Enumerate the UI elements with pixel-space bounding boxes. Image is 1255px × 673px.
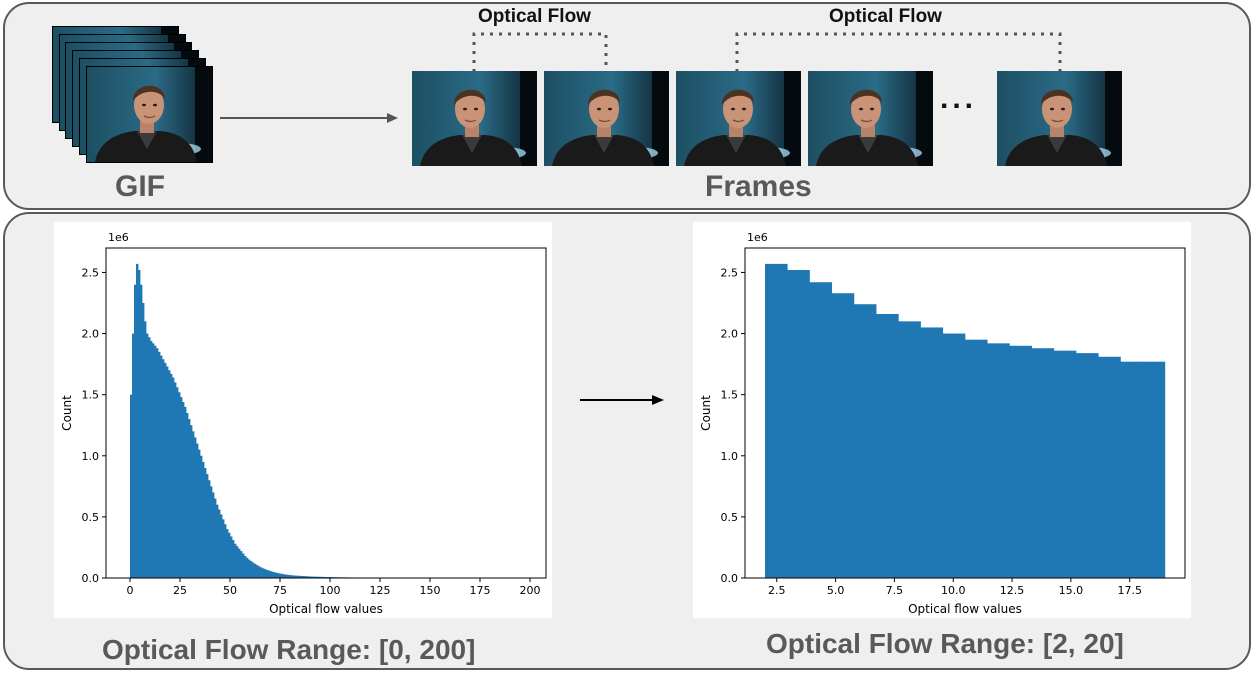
histogram-left-container: 0 25 50 75 100 125 150 175 200 0.0 0.5 1.0 1.5 2.0 2.5… <box>54 222 552 618</box>
y-tick-label: 2.0 <box>721 328 739 341</box>
y-tick-label: 1.5 <box>82 389 100 402</box>
y-tick-label: 0.5 <box>721 511 739 524</box>
video-frame <box>808 71 933 166</box>
right-range-label: Optical Flow Range: [2, 20] <box>766 628 1124 660</box>
x-tick-label: 175 <box>470 584 491 597</box>
y-tick-label: 1.0 <box>721 450 739 463</box>
video-frame-image <box>997 71 1122 166</box>
histogram-bar <box>1054 351 1077 578</box>
gif-stack-frame <box>87 67 212 162</box>
histogram-bar <box>1032 348 1055 578</box>
histogram-bar <box>1009 346 1032 578</box>
y-axis-label: Count <box>60 395 74 431</box>
x-tick-label: 0 <box>127 584 134 597</box>
x-tick-label: 7.5 <box>886 584 904 597</box>
gif-to-frames-arrow <box>215 108 400 128</box>
x-tick-label: 5.0 <box>827 584 845 597</box>
histogram-bar <box>1098 357 1121 578</box>
video-frame <box>676 71 801 166</box>
x-tick-label: 200 <box>520 584 541 597</box>
x-tick-label: 15.0 <box>1059 584 1084 597</box>
y-tick-label: 2.5 <box>82 266 100 279</box>
histogram-bar <box>965 340 988 578</box>
video-frame <box>412 71 537 166</box>
x-tick-label: 125 <box>370 584 391 597</box>
histogram-bar <box>787 270 810 578</box>
histogram-bar <box>1076 353 1099 578</box>
x-tick-label: 17.5 <box>1117 584 1142 597</box>
x-tick-label: 12.5 <box>1000 584 1025 597</box>
left-range-label: Optical Flow Range: [0, 200] <box>102 634 475 666</box>
range-transform-arrow <box>578 390 668 410</box>
y-tick-label: 1.0 <box>82 450 100 463</box>
histogram-right-container: 2.5 5.0 7.5 10.0 12.5 15.0 17.5 0.0 0.5 1.0 1.5 2.0… <box>693 222 1191 618</box>
x-tick-label: 2.5 <box>768 584 786 597</box>
histogram-bars <box>130 264 542 578</box>
optical-flow-label-1: Optical Flow <box>478 6 591 28</box>
histogram-right: 2.5 5.0 7.5 10.0 12.5 15.0 17.5 0.0 0.5 1.0 1.5 2.0… <box>693 222 1191 618</box>
y-offset-label: 1e6 <box>747 231 768 244</box>
y-axis-label: Count <box>699 395 713 431</box>
video-frame-image <box>676 71 801 166</box>
histogram-bar <box>898 321 921 578</box>
histogram-bar <box>809 282 832 578</box>
histogram-bars <box>765 264 1165 578</box>
histogram-bar <box>1120 362 1143 578</box>
histogram-bar <box>920 327 943 578</box>
histogram-bar <box>1143 362 1166 578</box>
x-tick-label: 25 <box>173 584 187 597</box>
histogram-bar <box>854 304 877 578</box>
y-tick-label: 2.5 <box>721 266 739 279</box>
y-tick-label: 0.0 <box>721 572 739 585</box>
x-axis-label: Optical flow values <box>908 602 1022 616</box>
y-tick-label: 0.5 <box>82 511 100 524</box>
optical-flow-label-2: Optical Flow <box>829 6 942 28</box>
optical-flow-connectors <box>460 28 1080 78</box>
x-tick-label: 75 <box>273 584 287 597</box>
y-offset-label: 1e6 <box>108 231 129 244</box>
histogram-bar <box>943 334 966 578</box>
gif-frame-image <box>87 67 212 162</box>
x-tick-label: 10.0 <box>941 584 966 597</box>
x-tick-label: 100 <box>320 584 341 597</box>
histogram-bar <box>987 343 1010 578</box>
y-tick-label: 1.5 <box>721 389 739 402</box>
video-frame-image <box>808 71 933 166</box>
gif-label: GIF <box>115 170 165 204</box>
video-frame-image <box>412 71 537 166</box>
x-axis-label: Optical flow values <box>269 602 383 616</box>
video-frame <box>997 71 1122 166</box>
ellipsis: ... <box>940 82 977 116</box>
y-tick-label: 0.0 <box>82 572 100 585</box>
y-tick-label: 2.0 <box>82 328 100 341</box>
histogram-bar <box>765 264 788 578</box>
x-tick-label: 50 <box>223 584 237 597</box>
frames-label: Frames <box>705 170 812 204</box>
video-frame <box>544 71 669 166</box>
histogram-bar <box>832 293 855 578</box>
x-tick-label: 150 <box>420 584 441 597</box>
video-frame-image <box>544 71 669 166</box>
histogram-bar <box>876 314 899 578</box>
histogram-left: 0 25 50 75 100 125 150 175 200 0.0 0.5 1.0 1.5 2.0 2.5… <box>54 222 552 618</box>
